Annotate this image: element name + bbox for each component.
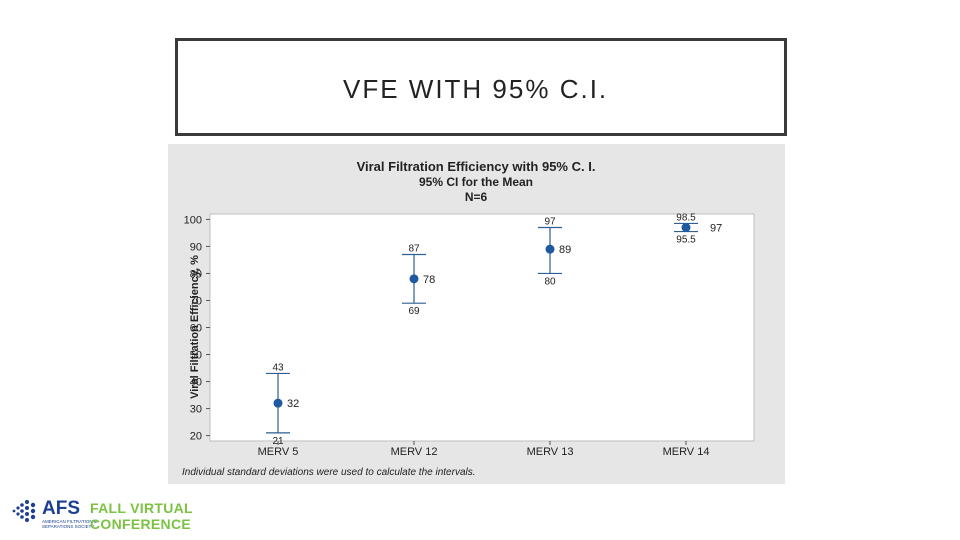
y-tick-label: 20 [190, 431, 202, 443]
lower-bound-label: 21 [272, 436, 284, 447]
x-tick-label: MERV 13 [527, 446, 574, 458]
upper-bound-label: 43 [272, 362, 284, 373]
slide-title: VFE WITH 95% C.I. [343, 74, 609, 104]
mean-point [681, 223, 691, 233]
chart-svg: Viral Filtration Efficiency with 95% C. … [168, 144, 785, 484]
x-tick-label: MERV 12 [391, 446, 438, 458]
lower-bound-label: 69 [408, 306, 420, 317]
y-tick-label: 40 [190, 377, 202, 389]
y-tick-label: 50 [190, 350, 202, 362]
afs-society-line2: SEPARATIONS SOCIETY [42, 524, 95, 529]
mean-point [273, 398, 283, 408]
upper-bound-label: 87 [408, 244, 420, 255]
mean-label: 97 [710, 223, 722, 235]
mean-label: 32 [287, 398, 299, 410]
mean-point [545, 244, 555, 254]
upper-bound-label: 98.5 [676, 212, 696, 223]
chart-footnote: Individual standard deviations were used… [182, 467, 476, 478]
mean-label: 89 [559, 244, 571, 256]
afs-logo: AFS AMERICAN FILTRATION & SEPARATIONS SO… [10, 496, 210, 536]
mean-point [409, 274, 419, 284]
y-tick-label: 70 [190, 295, 202, 307]
y-tick-label: 30 [190, 404, 202, 416]
plot-area [209, 213, 755, 442]
event-name-line2: CONFERENCE [90, 516, 192, 532]
afs-brand: AFS [42, 498, 80, 519]
interval-chart: Viral Filtration Efficiency with 95% C. … [168, 144, 785, 484]
upper-bound-label: 97 [544, 217, 556, 228]
y-axis-label: Viral Filtration Efficiency, % [189, 255, 201, 399]
y-tick-label: 60 [190, 323, 202, 335]
chart-title: Viral Filtration Efficiency with 95% C. … [357, 159, 596, 174]
y-tick-label: 80 [190, 268, 202, 280]
slide-title-box: VFE WITH 95% C.I. [175, 38, 787, 136]
x-tick-label: MERV 5 [258, 446, 299, 458]
lower-bound-label: 80 [544, 276, 556, 287]
afs-logo-icon [12, 500, 36, 522]
mean-label: 78 [423, 274, 435, 286]
lower-bound-label: 95.5 [676, 235, 696, 246]
y-tick-label: 100 [184, 214, 202, 226]
afs-society-line1: AMERICAN FILTRATION & [42, 519, 97, 524]
y-tick-label: 90 [190, 241, 202, 253]
x-tick-label: MERV 14 [663, 446, 710, 458]
chart-subtitle-n: N=6 [465, 190, 488, 204]
chart-subtitle: 95% CI for the Mean [419, 175, 533, 189]
event-name-line1: FALL VIRTUAL [90, 500, 193, 516]
